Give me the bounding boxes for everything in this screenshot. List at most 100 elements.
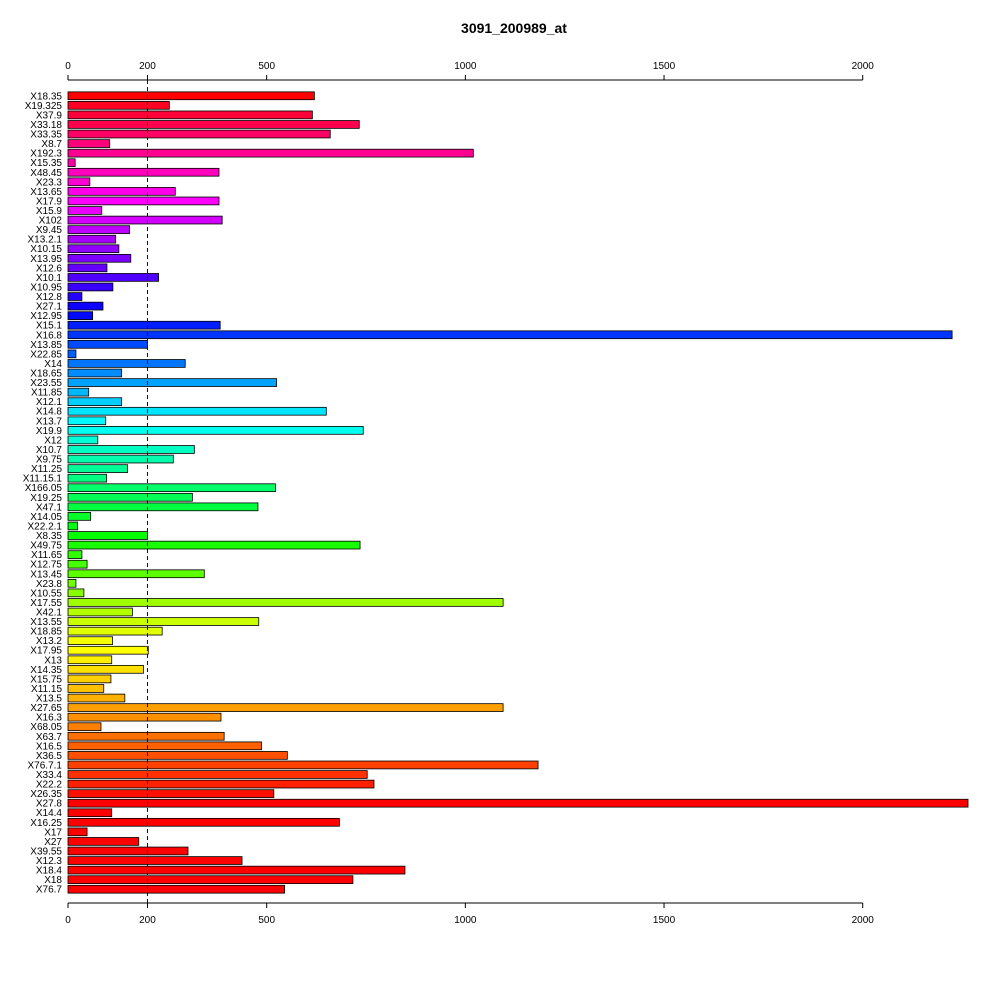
bar bbox=[67, 665, 144, 674]
category-label: X23.8 bbox=[36, 579, 63, 590]
category-label: X27.8 bbox=[36, 799, 63, 810]
category-label: X15.1 bbox=[36, 321, 63, 332]
category-label: X10.55 bbox=[30, 588, 62, 599]
chart-title: 3091_200989_at bbox=[461, 20, 567, 36]
category-label: X12.1 bbox=[36, 397, 63, 408]
bar bbox=[67, 770, 368, 779]
bar bbox=[67, 187, 176, 196]
category-label: X102 bbox=[39, 216, 63, 227]
category-label: X13.5 bbox=[36, 694, 63, 705]
bar bbox=[67, 234, 117, 244]
category-label: X36.5 bbox=[36, 751, 63, 762]
bar bbox=[67, 655, 113, 665]
category-label: X37.9 bbox=[36, 110, 63, 121]
category-label: X39.55 bbox=[30, 846, 62, 857]
category-label: X26.35 bbox=[30, 789, 62, 800]
category-label: X16.25 bbox=[30, 818, 62, 829]
category-label: X33.4 bbox=[36, 770, 63, 781]
category-label: X12.3 bbox=[36, 856, 63, 867]
bar bbox=[67, 368, 123, 378]
bar bbox=[67, 512, 92, 521]
category-label: X8.35 bbox=[36, 531, 63, 542]
bar bbox=[67, 865, 406, 875]
category-label: X19.325 bbox=[25, 101, 63, 112]
category-label: X48.45 bbox=[30, 168, 62, 179]
category-label: X14.05 bbox=[30, 512, 62, 523]
bar bbox=[67, 617, 260, 626]
category-label: X11.15 bbox=[31, 684, 62, 695]
bar bbox=[67, 722, 102, 732]
category-label: X18.4 bbox=[36, 866, 63, 877]
category-label: X13.7 bbox=[36, 416, 63, 427]
bar bbox=[67, 712, 222, 722]
bar bbox=[67, 798, 969, 808]
category-label: X10.1 bbox=[36, 273, 63, 284]
category-label: X13.65 bbox=[30, 187, 62, 198]
category-label: X12 bbox=[44, 435, 62, 446]
bar bbox=[67, 578, 77, 588]
bottom-axis-tick-label: 1000 bbox=[454, 915, 477, 926]
category-label: X76.7 bbox=[36, 885, 63, 896]
category-label: X11.85 bbox=[31, 388, 62, 399]
bar bbox=[67, 674, 112, 684]
bottom-axis-tick-label: 1500 bbox=[653, 915, 676, 926]
bar bbox=[67, 378, 278, 387]
bar bbox=[67, 129, 331, 139]
category-label: X27 bbox=[44, 837, 62, 848]
bar bbox=[67, 397, 123, 407]
category-label: X13 bbox=[44, 655, 62, 666]
top-axis: 0 200 500 1000 1500 2000 bbox=[65, 61, 875, 81]
bar bbox=[67, 435, 99, 445]
bar bbox=[67, 416, 107, 426]
category-label: X16.3 bbox=[36, 713, 63, 724]
bottom-axis-tick-label: 2000 bbox=[852, 915, 875, 926]
bar bbox=[67, 626, 163, 636]
bottom-axis-tick-label: 200 bbox=[139, 915, 156, 926]
top-axis-tick-label: 1500 bbox=[653, 61, 676, 72]
category-label: X166.05 bbox=[25, 483, 63, 494]
bar bbox=[67, 139, 111, 148]
bar bbox=[67, 598, 504, 607]
category-label: X42.1 bbox=[36, 607, 63, 618]
category-label: X11.65 bbox=[31, 550, 62, 561]
bar bbox=[67, 387, 90, 397]
bar bbox=[67, 292, 83, 301]
category-label: X22.2 bbox=[36, 780, 63, 791]
bar bbox=[67, 206, 103, 215]
bar bbox=[67, 645, 149, 655]
category-label: X13.2.1 bbox=[28, 235, 63, 246]
bar bbox=[67, 875, 354, 884]
category-label: X16.8 bbox=[36, 330, 63, 341]
category-label: X10.7 bbox=[36, 445, 63, 456]
category-label: X192.3 bbox=[30, 149, 62, 160]
category-label: X13.2 bbox=[36, 636, 63, 647]
category-label: X12.75 bbox=[30, 560, 62, 571]
category-label: X8.7 bbox=[41, 139, 62, 150]
category-labels: X18.35X19.325X37.9X33.18X33.35X8.7X192.3… bbox=[23, 91, 63, 895]
category-label: X33.35 bbox=[30, 130, 62, 141]
top-axis-tick-label: 2000 bbox=[852, 61, 875, 72]
bar bbox=[67, 531, 148, 540]
bar bbox=[67, 846, 189, 856]
bar bbox=[67, 607, 133, 617]
bottom-axis-tick-label: 500 bbox=[258, 915, 275, 926]
bar bbox=[67, 569, 205, 579]
category-label: X15.75 bbox=[30, 674, 62, 685]
category-label: X23.55 bbox=[30, 378, 62, 389]
category-label: X47.1 bbox=[36, 502, 63, 513]
bar bbox=[67, 215, 223, 225]
bar bbox=[67, 636, 113, 645]
category-label: X17.55 bbox=[30, 598, 62, 609]
category-label: X9.45 bbox=[36, 225, 63, 236]
bar bbox=[67, 856, 243, 865]
bar bbox=[67, 445, 195, 454]
category-label: X18 bbox=[44, 875, 62, 886]
bar bbox=[67, 91, 315, 101]
category-label: X12.95 bbox=[30, 311, 62, 322]
category-label: X14.4 bbox=[36, 808, 63, 819]
category-label: X17 bbox=[44, 827, 62, 838]
category-label: X13.55 bbox=[30, 617, 62, 628]
bar bbox=[67, 502, 259, 512]
bottom-axis: 0 200 500 1000 1500 2000 bbox=[65, 902, 875, 926]
bars-group bbox=[67, 91, 969, 894]
